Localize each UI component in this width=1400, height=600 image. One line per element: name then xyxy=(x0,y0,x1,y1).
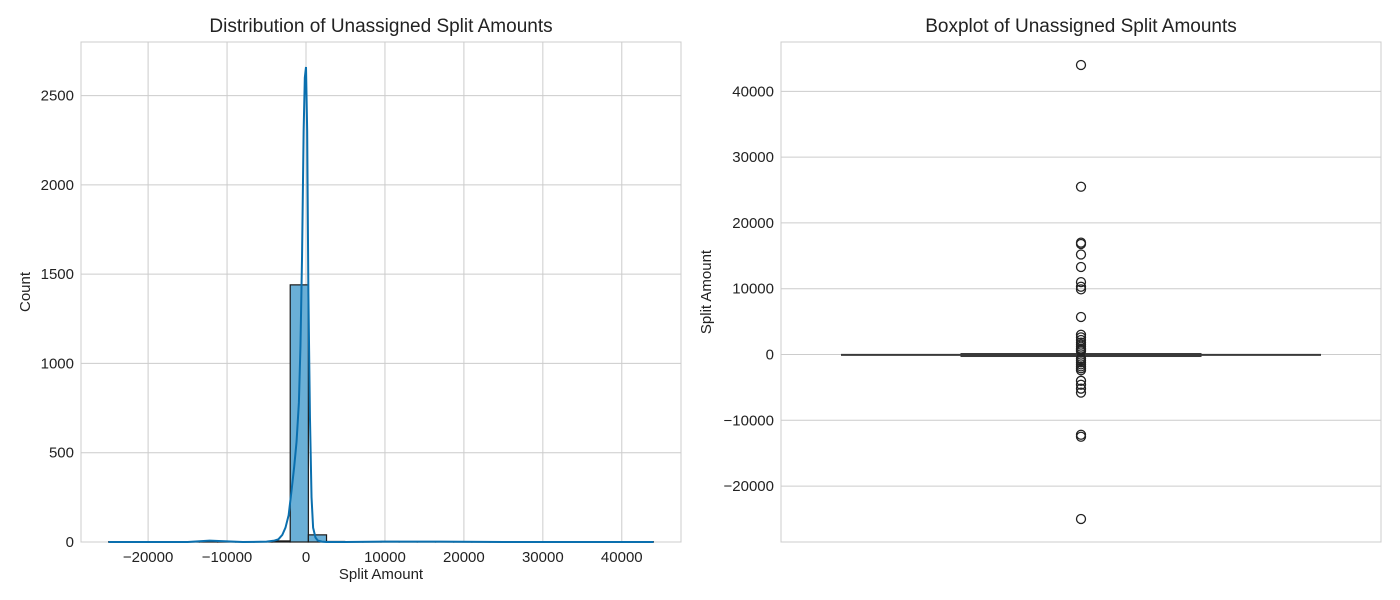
boxplot-title: Boxplot of Unassigned Split Amounts xyxy=(925,16,1237,37)
boxplot-outlier-point xyxy=(1075,379,1087,390)
histogram-bar xyxy=(289,284,309,543)
boxplot-y-tick-label: 20000 xyxy=(732,215,774,232)
boxplot-y-tick-label: 40000 xyxy=(732,83,774,100)
histogram-y-axis-label: Count xyxy=(17,271,34,312)
boxplot-y-tick-label: 10000 xyxy=(732,281,774,298)
boxplot-outlier-point xyxy=(1075,238,1087,250)
histogram-x-tick-label: −20000 xyxy=(123,549,173,566)
histogram-plot-frame xyxy=(80,41,682,543)
histogram-kde-line xyxy=(108,66,654,544)
boxplot-y-tick-label: 0 xyxy=(766,347,774,364)
boxplot-outliers xyxy=(1075,59,1087,525)
histogram-x-tick-label: 0 xyxy=(302,549,310,566)
boxplot-outlier-point xyxy=(1075,387,1087,398)
histogram-y-tick-label: 2500 xyxy=(41,88,74,105)
boxplot-outlier-point xyxy=(1075,249,1087,260)
histogram-y-tick-label: 2000 xyxy=(41,177,74,194)
histogram-y-tick-label: 0 xyxy=(66,534,74,551)
boxplot-outlier-point xyxy=(1075,284,1087,295)
histogram-chart: −20000 −10000 0 10000 20000 30000 40000 0 500 10… xyxy=(17,16,682,583)
boxplot-y-ticks: −20000 −10000 0 10000 20000 30000 40000 xyxy=(724,83,774,495)
histogram-y-ticks: 0 500 1000 1500 2000 2500 xyxy=(41,88,74,551)
boxplot-outlier-point xyxy=(1075,383,1087,394)
boxplot-outlier-point xyxy=(1075,365,1087,376)
histogram-y-tick-label: 1000 xyxy=(41,355,74,372)
boxplot-outlier-point xyxy=(1075,513,1087,525)
boxplot-plot-frame xyxy=(780,41,1382,543)
histogram-x-axis-label: Split Amount xyxy=(339,566,424,583)
histogram-x-tick-label: 40000 xyxy=(601,549,643,566)
histogram-y-tick-label: 1500 xyxy=(41,266,74,283)
boxplot-y-tick-label: −10000 xyxy=(724,412,774,429)
histogram-x-tick-label: 20000 xyxy=(443,549,485,566)
boxplot-outlier-point xyxy=(1075,276,1087,288)
boxplot-outlier-point xyxy=(1075,329,1087,340)
histogram-x-tick-label: −10000 xyxy=(202,549,252,566)
histogram-grid xyxy=(81,42,681,543)
histogram-x-tick-label: 30000 xyxy=(522,549,564,566)
boxplot-outlier-point xyxy=(1075,375,1087,386)
histogram-bars xyxy=(108,284,654,543)
boxplot-y-axis-label: Split Amount xyxy=(698,249,715,334)
histogram-kde xyxy=(108,66,654,544)
boxplot-outlier-point xyxy=(1075,281,1087,292)
histogram-bar xyxy=(307,534,328,543)
boxplot-outlier-point xyxy=(1075,311,1087,323)
histogram-y-tick-label: 500 xyxy=(49,445,74,462)
boxplot-grid xyxy=(781,90,1381,487)
histogram-title: Distribution of Unassigned Split Amounts xyxy=(209,16,552,37)
histogram-x-tick-label: 10000 xyxy=(364,549,406,566)
boxplot-outlier-point xyxy=(1075,181,1087,192)
boxplot-chart: −20000 −10000 0 10000 20000 30000 40000 Boxplo… xyxy=(698,16,1382,543)
boxplot-outlier-point xyxy=(1075,261,1087,273)
boxplot-y-tick-label: 30000 xyxy=(732,149,774,166)
histogram-x-ticks: −20000 −10000 0 10000 20000 30000 40000 xyxy=(123,549,643,566)
boxplot-y-tick-label: −20000 xyxy=(724,478,774,495)
boxplot-outlier-point xyxy=(1075,431,1087,442)
boxplot-outlier-point xyxy=(1075,59,1087,71)
